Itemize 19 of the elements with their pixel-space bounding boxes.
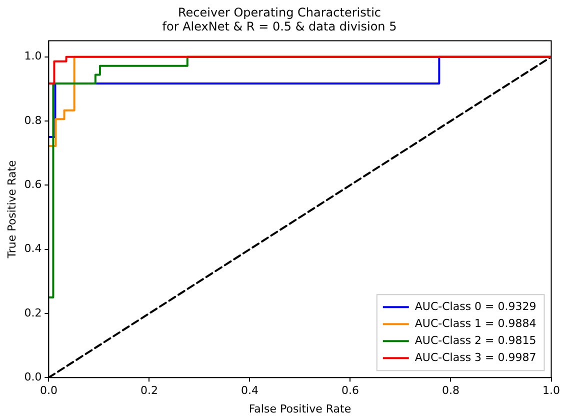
x-tick-label: 1.0 [542, 384, 560, 398]
x-tick-label: 0.0 [40, 384, 58, 398]
y-tick-label: 0.6 [24, 178, 42, 191]
y-tick-label: 0.2 [24, 306, 42, 320]
y-tick-label: 0.8 [24, 114, 42, 127]
y-tick-label: 0.4 [24, 242, 42, 256]
legend-label: AUC-Class 0 = 0.9329 [414, 300, 536, 313]
x-tick-label: 0.2 [140, 384, 158, 398]
x-axis-title: False Positive Rate [248, 402, 352, 416]
y-tick-label: 1.0 [24, 50, 42, 63]
legend-label: AUC-Class 2 = 0.9815 [414, 334, 536, 347]
y-tick-label: 0.0 [24, 370, 42, 384]
legend-label: AUC-Class 1 = 0.9884 [414, 316, 536, 330]
legend-label: AUC-Class 3 = 0.9987 [414, 350, 536, 364]
x-tick-label: 0.4 [240, 384, 258, 398]
x-tick-label: 0.6 [341, 384, 359, 398]
chart-title: Receiver Operating Characteristic for AlexNet & R = 0.5 & data division 5 [162, 5, 397, 34]
y-axis-title: True Positive Rate [5, 160, 18, 260]
x-tick-label: 0.8 [442, 384, 460, 398]
